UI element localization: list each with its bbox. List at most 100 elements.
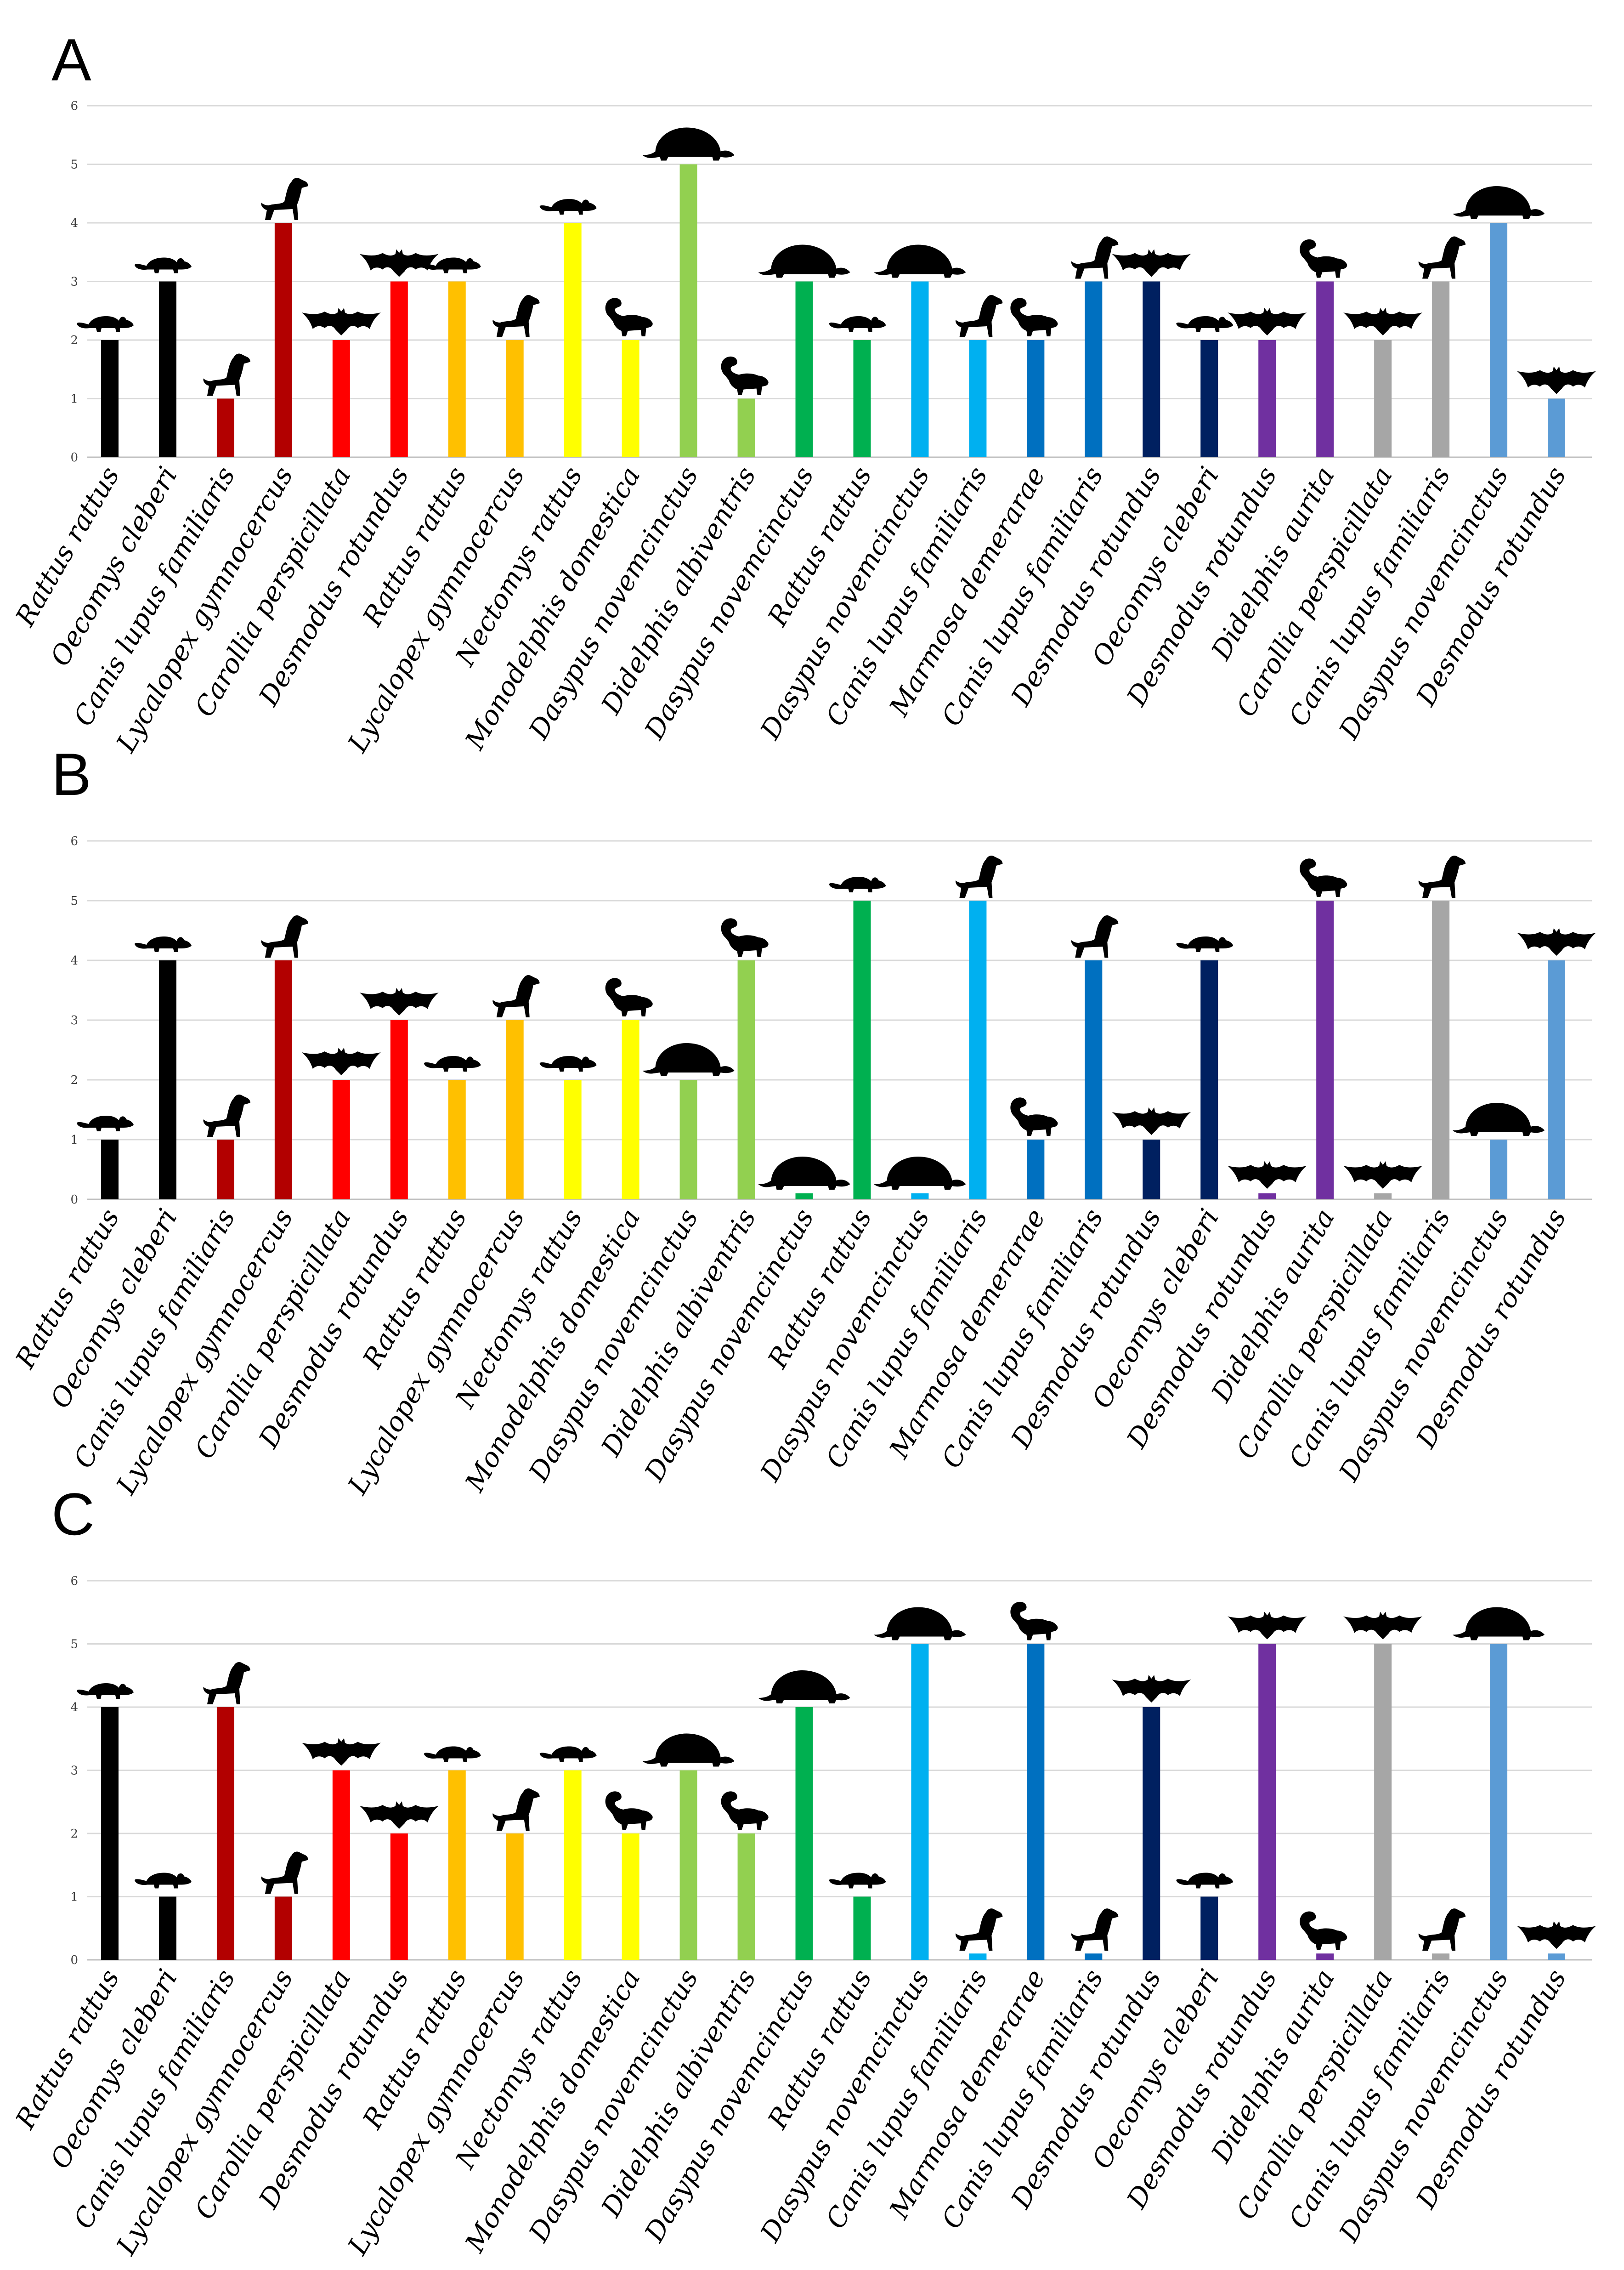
opossum-icon (605, 298, 653, 336)
dog-icon (956, 856, 1003, 898)
opossum-icon (1300, 858, 1347, 897)
bar (1027, 1140, 1045, 1199)
bar (1548, 1953, 1566, 1960)
dog-icon (203, 1095, 250, 1137)
bat-icon (1112, 1107, 1191, 1135)
y-tick-label: 3 (70, 275, 78, 289)
rat-icon (829, 1873, 886, 1889)
y-tick-label: 2 (70, 334, 78, 347)
bar (1143, 281, 1160, 457)
y-tick-label: 2 (70, 1827, 78, 1841)
bat-icon (1228, 1612, 1307, 1640)
dog-icon (261, 178, 308, 220)
y-tick-label: 3 (70, 1764, 78, 1778)
bar (274, 960, 292, 1199)
bar (1085, 281, 1103, 457)
armadillo-icon (1453, 1103, 1545, 1136)
armadillo-icon (1453, 186, 1545, 219)
dog-icon (1418, 856, 1466, 898)
y-tick-label: 0 (70, 1953, 78, 1967)
opossum-icon (721, 918, 769, 957)
bar (1258, 1193, 1276, 1199)
bar (969, 901, 987, 1199)
bar (1490, 1140, 1508, 1199)
bar (622, 1833, 639, 1960)
bar (332, 1080, 350, 1199)
armadillo-icon (874, 1157, 966, 1190)
y-tick-label: 6 (70, 99, 78, 113)
bar (853, 340, 871, 457)
bat-icon (301, 1738, 381, 1766)
opossum-icon (605, 1791, 653, 1830)
dog-icon (492, 1788, 540, 1831)
bar (158, 281, 176, 457)
bat-icon (359, 1801, 439, 1829)
bar (158, 960, 176, 1199)
bar (911, 281, 929, 457)
armadillo-icon (1453, 1607, 1545, 1640)
bar (448, 1080, 466, 1199)
bar (1490, 1644, 1508, 1960)
rat-icon (134, 936, 192, 952)
armadillo-icon (874, 244, 966, 278)
opossum-icon (721, 356, 769, 395)
bar (101, 1140, 119, 1199)
bar (506, 340, 524, 457)
rat-icon (76, 1683, 134, 1699)
dog-icon (956, 1908, 1003, 1951)
bat-icon (1517, 928, 1596, 956)
y-tick-label: 5 (70, 1638, 78, 1651)
rat-icon (829, 316, 886, 332)
bat-icon (359, 988, 439, 1016)
bar (448, 1770, 466, 1960)
bar (969, 1953, 987, 1960)
bar (1085, 960, 1103, 1199)
opossum-icon (721, 1791, 769, 1830)
bar (1200, 340, 1218, 457)
rat-icon (134, 1873, 192, 1889)
bar (564, 1770, 582, 1960)
bat-icon (1343, 308, 1423, 335)
panel-letter: C (51, 1481, 95, 1548)
y-tick-label: 0 (70, 451, 78, 465)
bar (622, 340, 639, 457)
bar (216, 1707, 234, 1960)
armadillo-icon (758, 1157, 850, 1190)
bat-icon (301, 308, 381, 335)
bar (506, 1020, 524, 1199)
armadillo-icon (874, 1607, 966, 1640)
bar (969, 340, 987, 457)
bat-icon (1517, 366, 1596, 394)
rat-icon (1176, 1873, 1234, 1889)
bar (1316, 281, 1334, 457)
bar (274, 1896, 292, 1960)
bar (332, 340, 350, 457)
bar (1027, 340, 1045, 457)
rat-icon (424, 1746, 481, 1762)
y-tick-label: 6 (70, 1574, 78, 1588)
bar (911, 1644, 929, 1960)
dog-icon (492, 975, 540, 1017)
bar (390, 1020, 408, 1199)
bat-icon (1517, 1921, 1596, 1949)
y-tick-label: 5 (70, 894, 78, 908)
bar (158, 1896, 176, 1960)
y-tick-label: 3 (70, 1014, 78, 1027)
opossum-icon (1010, 1601, 1058, 1640)
bar (737, 398, 755, 457)
panel-letter: A (51, 26, 91, 93)
bar (795, 1193, 813, 1199)
dog-icon (261, 1851, 308, 1894)
bar (274, 223, 292, 457)
bar (1027, 1644, 1045, 1960)
bar (679, 164, 697, 457)
bar (853, 1896, 871, 1960)
bat-icon (1343, 1161, 1423, 1189)
bar (101, 1707, 119, 1960)
bar (737, 960, 755, 1199)
bar (390, 281, 408, 457)
bar (564, 1080, 582, 1199)
y-tick-label: 1 (70, 1133, 78, 1147)
